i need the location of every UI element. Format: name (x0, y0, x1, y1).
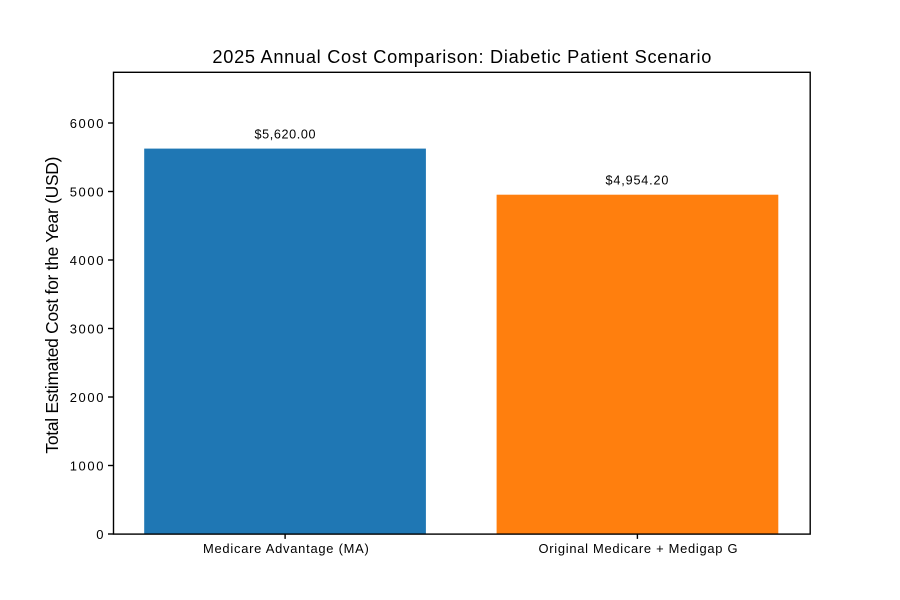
svg-text:$4,954.20: $4,954.20 (606, 174, 669, 188)
svg-text:6000: 6000 (70, 116, 104, 131)
svg-text:0: 0 (96, 527, 103, 542)
svg-text:$5,620.00: $5,620.00 (255, 128, 316, 142)
svg-text:5000: 5000 (70, 184, 104, 199)
svg-text:Medicare Advantage (MA): Medicare Advantage (MA) (203, 541, 369, 556)
svg-text:1000: 1000 (70, 458, 104, 473)
svg-text:2025 Annual Cost Comparison: D: 2025 Annual Cost Comparison: Diabetic Pa… (212, 47, 711, 67)
svg-text:2000: 2000 (70, 390, 104, 405)
svg-text:Total Estimated Cost for the Y: Total Estimated Cost for the Year (USD) (42, 157, 62, 454)
svg-text:4000: 4000 (70, 253, 104, 268)
svg-text:3000: 3000 (70, 321, 104, 336)
svg-text:Original Medicare + Medigap G: Original Medicare + Medigap G (539, 541, 738, 556)
